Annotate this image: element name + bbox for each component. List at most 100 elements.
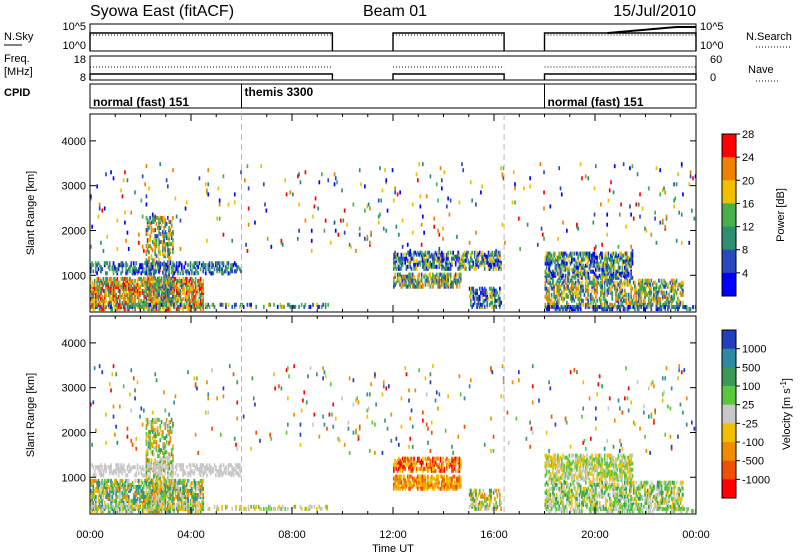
power-echo-cell	[323, 228, 326, 233]
power-echo-cell	[164, 298, 167, 303]
power-echo-cell	[150, 267, 153, 272]
power-echo-cell	[549, 304, 552, 309]
power-echo-cell	[625, 251, 627, 256]
power-echo-cell	[425, 274, 428, 279]
power-echo-cell	[317, 206, 319, 211]
velocity-echo-cell	[177, 484, 179, 489]
power-echo-cell	[139, 291, 141, 295]
power-echo-cell	[316, 302, 318, 307]
velocity-echo-cell	[160, 494, 163, 499]
power-echo-cell	[443, 170, 446, 175]
power-echo-cell	[640, 298, 643, 303]
power-echo-cell	[587, 304, 590, 309]
power-echo-cell	[491, 258, 494, 263]
power-echo-cell	[660, 290, 663, 295]
power-echo-cell	[656, 284, 659, 289]
velocity-echo-cell	[163, 476, 165, 481]
power-echo-cell	[230, 269, 232, 274]
power-echo-cell	[560, 304, 563, 309]
power-echo-cell	[97, 297, 100, 301]
power-echo-cell	[122, 178, 125, 183]
power-echo-cell	[154, 276, 157, 281]
power-echo-cell	[608, 275, 611, 280]
power-echo-cell	[163, 216, 165, 221]
power-echo-cell	[423, 262, 425, 267]
power-echo-cell	[153, 274, 155, 279]
power-echo-cell	[222, 174, 225, 179]
power-echo-cell	[557, 271, 559, 276]
power-echo-cell	[497, 254, 500, 259]
power-echo-cell	[90, 196, 92, 201]
power-echo-cell	[92, 282, 95, 287]
power-echo-cell	[423, 252, 425, 257]
power-echo-cell	[174, 302, 177, 307]
velocity-echo-cell	[90, 491, 92, 495]
power-echo-cell	[141, 289, 144, 293]
power-echo-cell	[573, 282, 576, 287]
power-echo-cell	[233, 200, 236, 205]
velocity-echo-cell	[158, 471, 160, 476]
power-echo-cell	[606, 222, 609, 227]
power-echo-cell	[206, 188, 208, 193]
power-echo-cell	[672, 278, 674, 283]
power-echo-cell	[415, 172, 418, 177]
power-echo-cell	[100, 289, 102, 293]
power-echo-cell	[117, 280, 120, 285]
power-echo-cell	[111, 265, 114, 270]
power-echo-cell	[584, 296, 587, 301]
power-echo-cell	[689, 170, 692, 175]
power-echo-cell	[558, 284, 561, 289]
power-echo-cell	[167, 184, 169, 189]
velocity-echo-cell	[174, 465, 177, 470]
power-echo-cell	[150, 305, 153, 310]
power-echo-cell	[605, 269, 607, 274]
power-echo-cell	[324, 304, 327, 309]
power-echo-cell	[639, 288, 641, 293]
velocity-echo-cell	[115, 493, 117, 497]
power-echo-cell	[95, 265, 97, 270]
power-echo-cell	[187, 280, 189, 285]
power-echo-cell	[235, 269, 237, 274]
power-echo-cell	[143, 280, 145, 285]
power-echo-cell	[499, 290, 501, 295]
velocity-echo-cell	[156, 465, 159, 470]
power-echo-cell	[488, 292, 491, 297]
power-echo-cell	[612, 275, 615, 280]
power-echo-cell	[235, 302, 237, 307]
power-echo-cell	[150, 226, 153, 230]
power-echo-cell	[381, 188, 384, 193]
power-echo-cell	[634, 280, 636, 285]
power-echo-cell	[146, 299, 149, 303]
velocity-echo-cell	[159, 484, 162, 489]
power-echo-cell	[158, 288, 160, 293]
power-echo-cell	[90, 284, 92, 289]
power-echo-cell	[127, 267, 130, 272]
power-echo-cell	[663, 294, 665, 299]
power-echo-cell	[586, 263, 588, 268]
power-echo-cell	[114, 265, 116, 270]
velocity-echo-cell	[154, 446, 157, 451]
power-echo-cell	[179, 218, 182, 223]
power-echo-cell	[562, 296, 564, 301]
power-echo-cell	[132, 282, 135, 287]
power-echo-cell	[619, 304, 621, 309]
power-echo-cell	[414, 250, 417, 255]
power-echo-cell	[155, 254, 158, 259]
power-echo-cell	[170, 280, 173, 285]
power-echo-cell	[411, 256, 414, 261]
power-echo-cell	[679, 290, 682, 295]
power-echo-cell	[437, 280, 439, 285]
power-echo-cell	[438, 278, 441, 283]
power-echo-cell	[162, 240, 164, 245]
power-echo-cell	[470, 258, 472, 263]
power-echo-cell	[221, 269, 223, 274]
power-echo-cell	[488, 262, 491, 267]
power-echo-cell	[318, 304, 321, 309]
velocity-echo-cell	[146, 478, 149, 483]
power-echo-cell	[595, 282, 597, 287]
power-echo-cell	[155, 301, 158, 306]
power-echo-cell	[194, 276, 197, 281]
power-echo-cell	[627, 271, 630, 276]
velocity-echo-cell	[108, 507, 111, 512]
power-echo-cell	[636, 300, 639, 305]
